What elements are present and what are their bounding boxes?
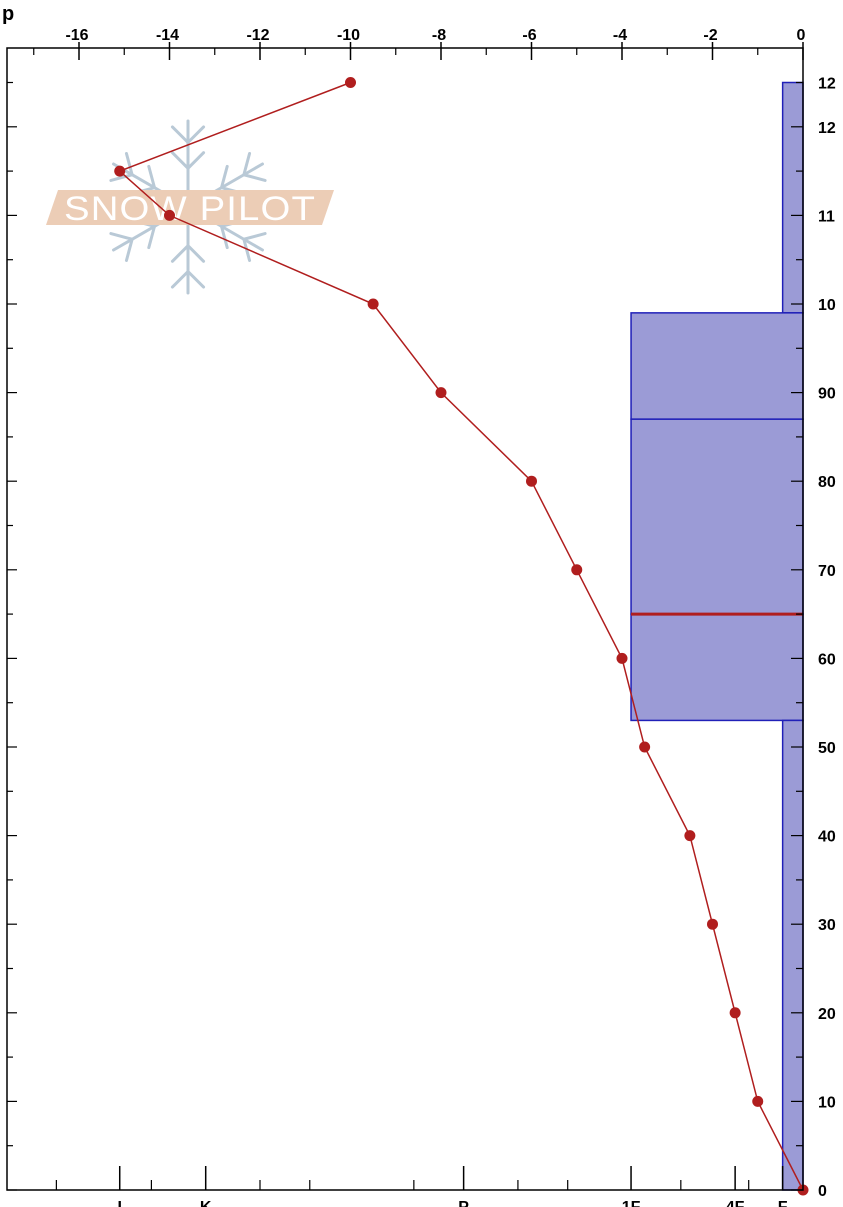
snowflake-branch bbox=[109, 173, 134, 182]
hardness-layer bbox=[630, 613, 804, 722]
snowflake-branch bbox=[220, 164, 229, 190]
watermark-band bbox=[46, 190, 334, 225]
snowflake-branch bbox=[242, 173, 267, 182]
hardness-label: P bbox=[458, 1199, 469, 1207]
top-tick-label: -4 bbox=[613, 27, 627, 44]
right-tick-label: 70 bbox=[818, 563, 836, 580]
hardness-label: 1F bbox=[622, 1199, 641, 1207]
right-tick-label: 80 bbox=[818, 474, 836, 491]
temperature-line bbox=[118, 81, 804, 1191]
right-tick-label: 60 bbox=[818, 651, 836, 668]
top-tick-label: -16 bbox=[65, 27, 88, 44]
hardness-layers bbox=[630, 81, 804, 1191]
hardness-label: F bbox=[778, 1199, 788, 1207]
temperature-point bbox=[367, 298, 379, 310]
snow-pilot-watermark: SNOW PILOT bbox=[46, 119, 334, 295]
temperature-point bbox=[752, 1095, 764, 1107]
snowflake-branch bbox=[109, 232, 134, 241]
temperature-point bbox=[639, 741, 651, 753]
temperature-profile bbox=[114, 77, 809, 1196]
snowflake-branch bbox=[124, 151, 134, 177]
right-tick-label: 30 bbox=[818, 917, 836, 934]
right-tick-label: 10 bbox=[818, 1094, 836, 1111]
right-tick-label: 40 bbox=[818, 829, 836, 846]
snowflake-branch bbox=[170, 151, 190, 170]
temperature-point bbox=[616, 652, 628, 664]
temperature-point bbox=[526, 475, 537, 487]
hardness-label: 4F bbox=[726, 1199, 745, 1207]
hardness-layer bbox=[630, 418, 804, 615]
snowflake-branch bbox=[242, 232, 267, 241]
hardness-label: K bbox=[200, 1199, 212, 1207]
snowflake-branch bbox=[186, 125, 206, 144]
top-tick-label: 0 bbox=[797, 27, 806, 44]
snowflake-branch bbox=[170, 125, 190, 144]
right-tick-label: 50 bbox=[818, 740, 836, 757]
right-tick-label: 90 bbox=[818, 386, 836, 403]
temperature-point bbox=[729, 1007, 741, 1019]
right-tick-label: 12 bbox=[818, 76, 836, 93]
snowflake-branch bbox=[186, 270, 206, 289]
snowflake-branch bbox=[186, 244, 206, 263]
hardness-layer bbox=[630, 312, 804, 420]
right-tick-label: 20 bbox=[818, 1006, 836, 1023]
top-tick-label: -2 bbox=[703, 27, 717, 44]
top-tick-label: -8 bbox=[432, 27, 446, 44]
snowflake-branch bbox=[170, 244, 190, 263]
hardness-label: I bbox=[117, 1199, 121, 1207]
chart-axes: -16 -14 -12 -10 -8 -6 -4 -2 0 0 10 20 30 40 50 60 70 80 90… bbox=[6, 27, 836, 1207]
temperature-point bbox=[435, 387, 447, 399]
snowflake-branch bbox=[220, 224, 229, 250]
plot-frame bbox=[6, 47, 804, 1191]
top-tick-label: -12 bbox=[246, 27, 269, 44]
top-axis-label: p bbox=[2, 3, 14, 25]
top-tick-label: -14 bbox=[156, 27, 179, 44]
temperature-point bbox=[684, 830, 696, 842]
temperature-point bbox=[164, 209, 175, 221]
temperature-point bbox=[707, 918, 718, 930]
snowflake-branch bbox=[147, 224, 156, 250]
top-tick-label: -10 bbox=[337, 27, 360, 44]
right-tick-label: 0 bbox=[818, 1183, 827, 1200]
snowflake-branch bbox=[147, 164, 156, 190]
right-tick-label: 11 bbox=[818, 208, 835, 225]
temperature-point bbox=[345, 77, 356, 88]
snowflake-branch bbox=[186, 151, 206, 170]
right-tick-label: 12 bbox=[818, 120, 836, 137]
snowflake-branch bbox=[170, 270, 190, 289]
snowflake-branch bbox=[242, 237, 252, 263]
temperature-point bbox=[571, 564, 583, 576]
right-tick-label: 10 bbox=[818, 297, 836, 314]
snowflake-branch bbox=[242, 151, 252, 177]
top-tick-label: -6 bbox=[522, 27, 536, 44]
watermark-text: SNOW PILOT bbox=[64, 190, 316, 228]
hardness-layer bbox=[781, 81, 804, 314]
snowflake-branch bbox=[124, 237, 134, 263]
temperature-point bbox=[114, 165, 126, 177]
